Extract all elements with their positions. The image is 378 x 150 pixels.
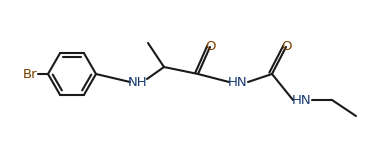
Text: O: O — [281, 40, 291, 53]
Text: HN: HN — [228, 75, 248, 88]
Text: HN: HN — [292, 93, 312, 106]
Text: Br: Br — [22, 68, 37, 81]
Text: O: O — [205, 40, 215, 53]
Text: NH: NH — [128, 75, 148, 88]
